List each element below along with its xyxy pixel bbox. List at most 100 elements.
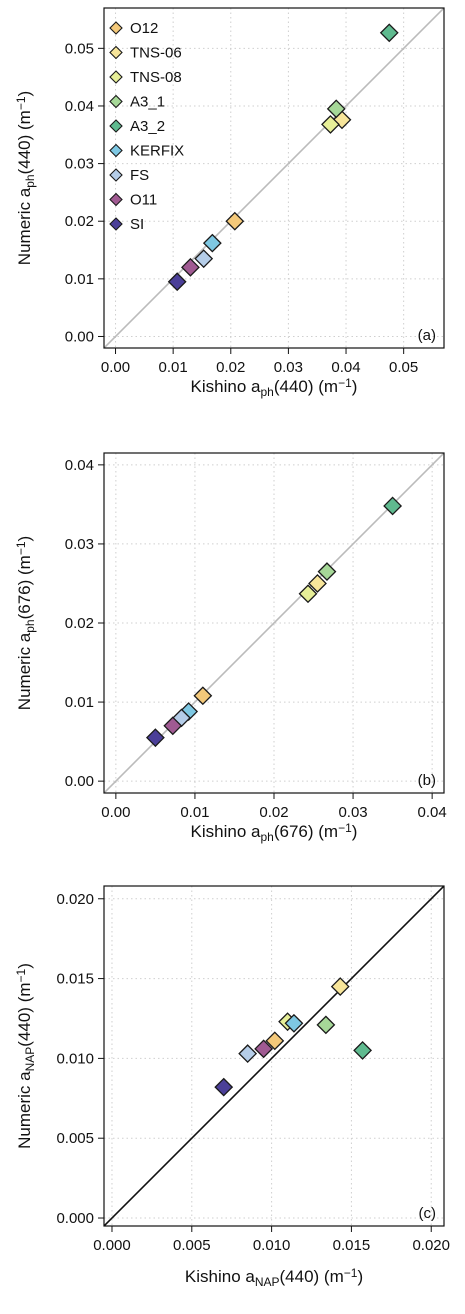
- x-axis-label-suffix: (440) (m: [280, 1267, 344, 1286]
- legend-marker: [109, 143, 123, 158]
- plot-frame: [103, 7, 445, 349]
- x-tick-label: 0.015: [333, 1237, 371, 1254]
- point-o11: [163, 716, 183, 736]
- point-a3-2: [379, 23, 399, 43]
- x-tick-label: 0.05: [389, 359, 418, 376]
- legend: O12 TNS-06 TNS-08 A3_1 A3_2 KERFIX FS O11 SI: [109, 20, 184, 233]
- legend-label: TNS-06: [130, 45, 182, 62]
- y-axis-label: Numeric aNAP(440) (m−1): [14, 963, 37, 1149]
- point-tns-08: [298, 584, 318, 604]
- x-axis-label: Kishino aph(676) (m−1): [191, 821, 358, 844]
- y-axis-label-suffix: (440) (m: [15, 982, 34, 1046]
- legend-marker: [109, 94, 123, 109]
- y-tick-label: 0.02: [65, 615, 94, 632]
- y-tick-label: 0.000: [56, 1210, 94, 1227]
- point-o12: [225, 211, 245, 231]
- x-axis-label: Kishino aph(440) (m−1): [191, 376, 358, 399]
- y-tick-label: 0.010: [56, 1050, 94, 1067]
- y-tick-label: 0.05: [65, 40, 94, 57]
- panel-b: 0.00 0.00 0.01 0.01 0.02 0.02 0.03 0.03 0.04 0.04…: [0, 440, 465, 880]
- x-axis-label-sup: −1: [338, 821, 352, 835]
- legend-marker: [109, 21, 123, 35]
- panel-label: (c): [419, 1205, 437, 1222]
- y-tick-label: 0.005: [56, 1130, 94, 1147]
- plot-frame: [103, 452, 445, 794]
- x-tick-label: 0.04: [418, 804, 447, 821]
- legend-marker: [109, 45, 123, 60]
- panel-a: 0.00 0.00 0.01 0.01 0.02 0.02 0.03 0.03 0.04 0.04…: [0, 0, 465, 440]
- y-tick-label: 0.00: [65, 773, 94, 790]
- legend-label: O11: [130, 192, 157, 209]
- y-tick-label: 0.015: [56, 971, 94, 988]
- y-axis-label-suffix: (440) (m: [15, 110, 34, 174]
- point-o11: [181, 257, 200, 277]
- point-tns-08: [321, 114, 340, 134]
- panel-label: (a): [418, 327, 436, 344]
- y-axis-label-suffix: (676) (m: [15, 555, 34, 619]
- one-to-one-line: [104, 8, 444, 348]
- plot-frame: [103, 885, 445, 1227]
- legend-marker: [109, 168, 123, 182]
- legend-marker: [109, 70, 123, 84]
- y-axis-label-prefix: Numeric a: [15, 1071, 34, 1149]
- x-axis-label-end: ): [357, 1267, 363, 1286]
- chart-b: 0.00 0.00 0.01 0.01 0.02 0.02 0.03 0.03 0.04 0.04…: [14, 452, 447, 844]
- x-tick-label: 0.02: [216, 359, 245, 376]
- y-axis-label-sup: −1: [14, 541, 28, 555]
- legend-marker: [109, 217, 123, 231]
- point-si: [167, 272, 187, 292]
- y-axis-label-sub: ph: [23, 619, 37, 632]
- chart-a: 0.00 0.00 0.01 0.01 0.02 0.02 0.03 0.03 0.04 0.04…: [14, 7, 445, 399]
- y-tick-label: 0.01: [65, 271, 94, 288]
- point-tns-06: [330, 977, 350, 996]
- point-fs: [194, 249, 214, 269]
- legend-label: A3_1: [130, 94, 165, 111]
- x-axis-label-sub: ph: [260, 830, 273, 844]
- y-tick-label: 0.020: [56, 891, 94, 908]
- x-axis-label-end: ): [352, 822, 358, 841]
- legend-label: KERFIX: [130, 143, 184, 160]
- y-axis-label-end: ): [15, 91, 34, 97]
- y-axis-label: Numeric aph(440) (m−1): [14, 91, 37, 265]
- one-to-one-line: [104, 886, 444, 1226]
- x-axis-label-prefix: Kishino a: [185, 1267, 255, 1286]
- x-tick-label: 0.01: [180, 804, 209, 821]
- point-tns-06: [308, 574, 327, 593]
- x-axis-label-prefix: Kishino a: [191, 377, 261, 396]
- point-a3-1: [317, 562, 337, 582]
- y-tick-label: 0.04: [65, 98, 94, 115]
- y-tick-label: 0.03: [65, 156, 94, 173]
- y-tick-label: 0.01: [65, 694, 94, 711]
- x-tick-label: 0.02: [259, 804, 288, 821]
- x-tick-label: 0.000: [93, 1237, 131, 1254]
- legend-label: O12: [130, 20, 158, 37]
- legend-label: FS: [130, 167, 149, 184]
- x-axis-label-sup: −1: [338, 376, 352, 390]
- legend-label: A3_2: [130, 118, 165, 135]
- panel-c: 0.000 0.000 0.005 0.005 0.010 0.010 0.015 0.015…: [0, 880, 465, 1309]
- point-o12: [265, 1031, 285, 1051]
- x-axis-label-sup: −1: [344, 1266, 358, 1280]
- x-tick-label: 0.03: [338, 804, 367, 821]
- point-si: [214, 1077, 234, 1097]
- y-tick-label: 0.02: [65, 213, 94, 230]
- x-tick-label: 0.005: [173, 1237, 211, 1254]
- y-axis-label-prefix: Numeric a: [15, 187, 34, 265]
- x-axis-label-prefix: Kishino a: [191, 822, 261, 841]
- x-axis-label-sub: ph: [260, 385, 273, 399]
- y-axis-label: Numeric aph(676) (m−1): [14, 536, 37, 710]
- point-kerfix: [284, 1013, 304, 1033]
- x-tick-label: 0.01: [159, 359, 188, 376]
- y-axis-label-sub: NAP: [23, 1047, 37, 1072]
- y-axis-label-end: ): [15, 963, 34, 969]
- point-a3-1: [326, 99, 346, 119]
- x-tick-label: 0.010: [253, 1237, 291, 1254]
- panel-label: (b): [418, 772, 436, 789]
- x-axis-label-suffix: (440) (m: [274, 377, 338, 396]
- point-o12: [193, 686, 213, 706]
- legend-marker: [109, 119, 123, 133]
- legend-label: SI: [130, 216, 144, 233]
- x-axis-label-end: ): [352, 377, 358, 396]
- y-axis-label-sup: −1: [14, 96, 28, 110]
- x-axis-label-sub: NAP: [255, 1275, 280, 1289]
